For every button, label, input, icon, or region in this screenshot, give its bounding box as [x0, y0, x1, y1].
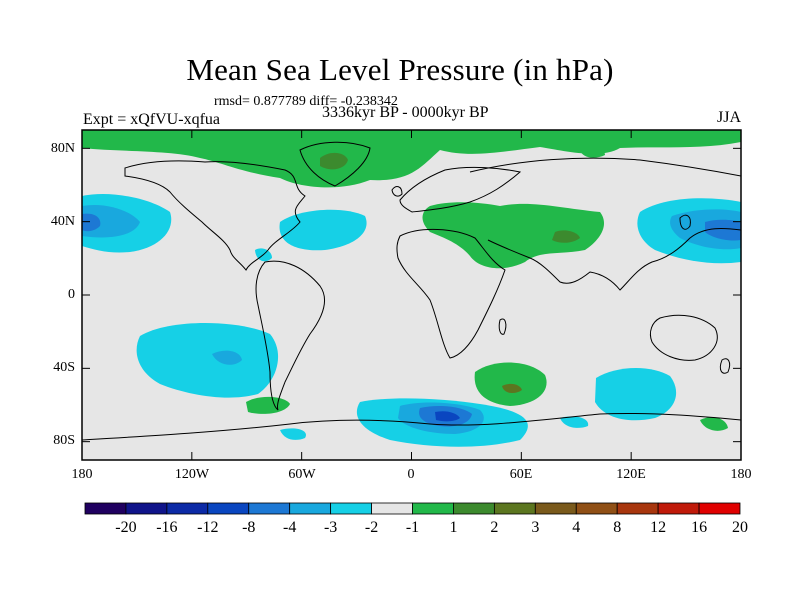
coastline-british-isles — [391, 186, 403, 197]
x-tick-label: 60W — [288, 467, 316, 482]
colorbar-label: -3 — [323, 519, 338, 536]
colorbar-label: 1 — [449, 519, 458, 536]
coastline-madagascar — [498, 318, 507, 335]
coastline-new-zealand — [719, 358, 731, 374]
colorbar-swatch — [330, 502, 372, 515]
colorbar-label: 2 — [490, 519, 499, 536]
colorbar-label: 12 — [650, 519, 667, 536]
colorbar-label: -2 — [364, 519, 379, 536]
x-tick-label: 180 — [730, 467, 752, 482]
colorbar — [84, 502, 741, 515]
negative-anomaly-antarctic-small-2 — [560, 416, 589, 428]
colorbar-label: 3 — [531, 519, 540, 536]
colorbar-label: 4 — [572, 519, 581, 536]
negative-anomaly-south-pacific — [136, 323, 279, 398]
positive-anomaly-eurasia — [422, 202, 605, 269]
coastline-north-america — [124, 160, 306, 271]
y-tick-label: 40N — [50, 214, 75, 229]
colorbar-swatch — [371, 502, 413, 515]
coastline-greenland — [299, 141, 371, 187]
experiment-label: Expt = xQfVU-xqfua — [83, 111, 220, 128]
colorbar-swatch — [84, 502, 127, 515]
coastline-japan — [679, 214, 691, 230]
colorbar-swatch — [698, 502, 741, 515]
colorbar-swatch — [616, 502, 659, 515]
axis-ticks — [81, 130, 742, 460]
colorbar-label: -12 — [197, 519, 219, 536]
colorbar-swatch — [493, 502, 536, 515]
positive-anomaly-antarctic-small — [700, 417, 728, 431]
colorbar-swatch — [207, 502, 250, 515]
colorbar-swatch — [166, 502, 209, 515]
colorbar-swatch — [412, 502, 454, 515]
negative-anomaly-north-atlantic — [279, 209, 367, 251]
colorbar-swatch — [125, 502, 168, 515]
season-label: JJA — [716, 109, 741, 126]
negative-anomaly-east-pacific-3 — [705, 219, 741, 241]
colorbar-swatch — [575, 502, 618, 515]
negative-anomaly-antarctic-small-1 — [280, 428, 306, 440]
coastline-africa — [396, 228, 506, 359]
chart-title: Mean Sea Level Pressure (in hPa) — [186, 52, 614, 87]
colorbar-label: -4 — [283, 519, 297, 536]
colorbar-label: -16 — [156, 519, 178, 536]
x-tick-label: 0 — [407, 467, 415, 482]
positive-anomaly-arctic-2 — [320, 152, 348, 170]
negative-anomaly-south-pacific-2 — [212, 350, 242, 365]
stats-line: rmsd= 0.877789 diff= -0.238342 — [214, 94, 398, 109]
x-tick-label: 120E — [616, 467, 646, 482]
negative-anomaly-west-pacific-2 — [82, 204, 140, 238]
colorbar-swatch — [534, 502, 577, 515]
y-tick-label: 40S — [53, 360, 75, 375]
positive-anomaly-south-atlantic-2 — [502, 383, 522, 394]
coastline-australia — [649, 314, 718, 361]
y-tick-label: 80N — [50, 141, 75, 156]
colorbar-label: 8 — [613, 519, 622, 536]
colorbar-label: 20 — [732, 519, 748, 536]
colorbar-label: -1 — [405, 519, 420, 536]
negative-anomaly-south-indian — [595, 367, 677, 421]
anomaly-fields — [82, 130, 741, 447]
x-tick-label: 120W — [174, 467, 210, 482]
y-tick-label: 0 — [68, 287, 75, 302]
colorbar-swatch — [453, 502, 495, 515]
x-tick-label: 180 — [71, 467, 93, 482]
coastline-antarctica — [82, 412, 741, 441]
colorbar-swatch — [248, 502, 291, 515]
positive-anomaly-small-1 — [580, 147, 605, 158]
coastlines — [82, 141, 741, 441]
positive-anomaly-south-america — [246, 396, 290, 414]
coastline-asia — [469, 157, 741, 291]
colorbar-label: 16 — [691, 519, 708, 536]
negative-anomaly-west-pacific-3 — [82, 213, 101, 232]
colorbar-label: -8 — [242, 519, 256, 536]
negative-anomaly-antarctic-4 — [435, 411, 460, 422]
x-tick-label: 60E — [509, 467, 533, 482]
period-label: 3336kyr BP - 0000kyr BP — [322, 104, 489, 121]
colorbar-swatch — [657, 502, 700, 515]
positive-anomaly-arctic — [82, 130, 741, 188]
positive-anomaly-eurasia-2 — [552, 230, 580, 243]
coastline-europe — [399, 166, 522, 213]
coastline-south-america — [255, 260, 325, 411]
colorbar-swatch — [289, 502, 332, 515]
y-tick-label: 80S — [53, 433, 75, 448]
colorbar-label: -20 — [115, 519, 137, 536]
